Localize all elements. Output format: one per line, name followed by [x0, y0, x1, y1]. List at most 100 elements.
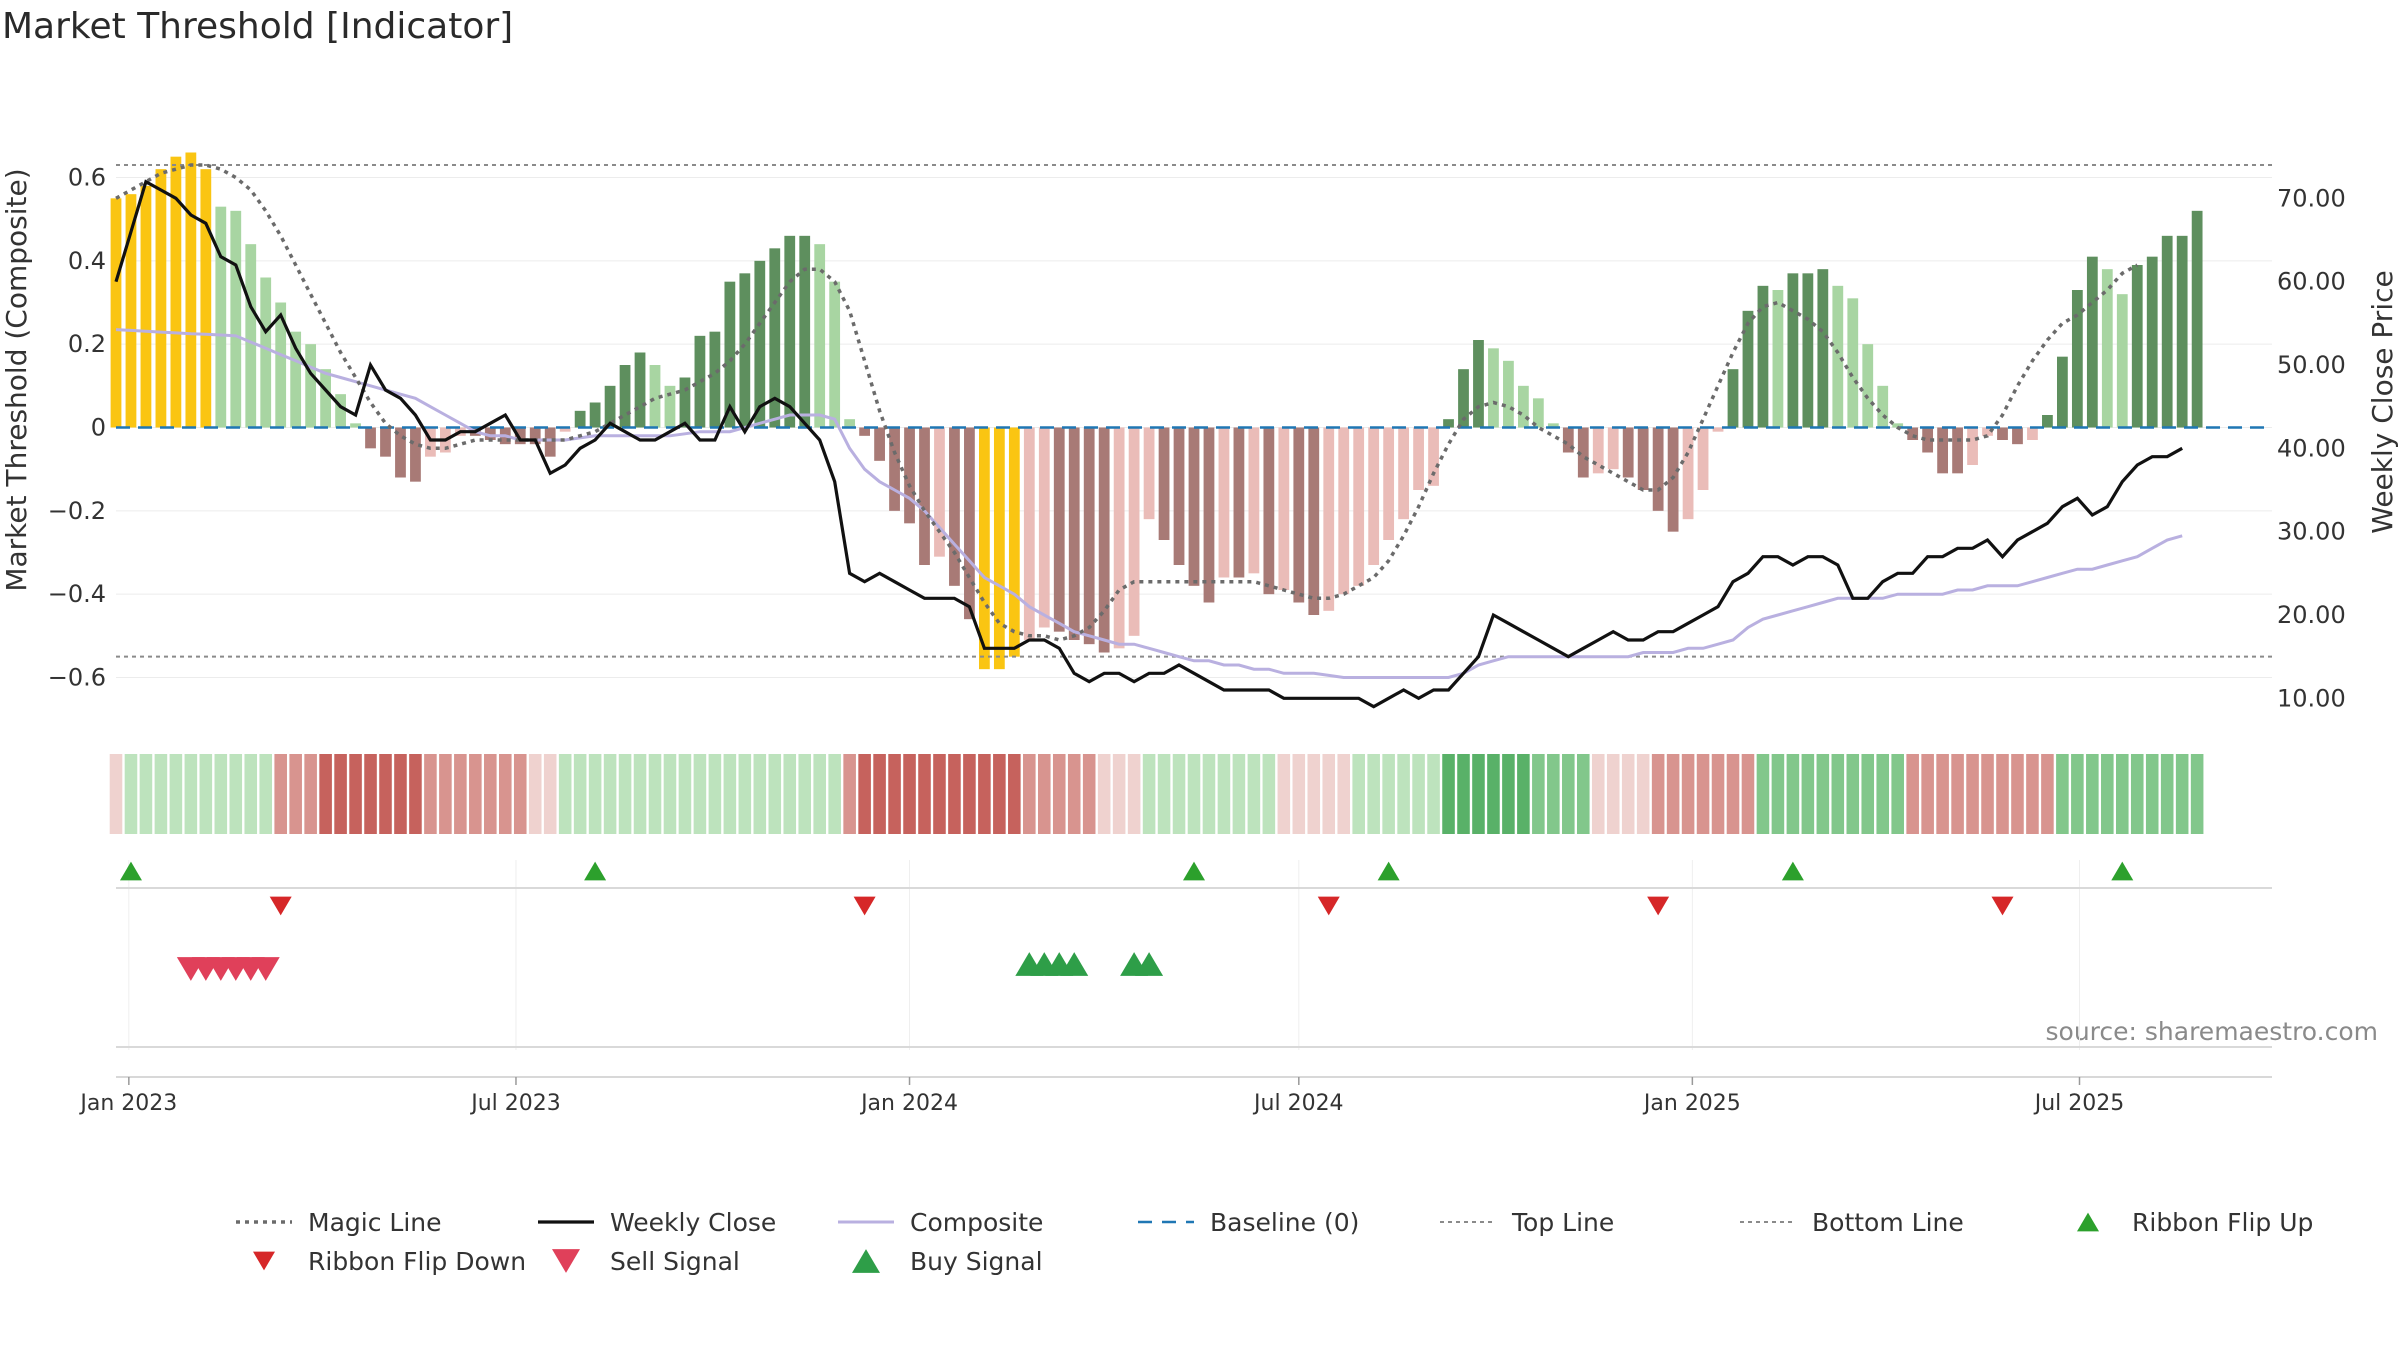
right-tick-label: 60.00 [2277, 268, 2346, 296]
ribbon-segment [1382, 754, 1395, 834]
ribbon-segment [933, 754, 946, 834]
ribbon-segment [633, 754, 647, 834]
composite-bar [529, 427, 541, 445]
left-tick-label: −0.4 [48, 580, 106, 608]
legend-label: Ribbon Flip Down [308, 1247, 526, 1276]
ribbon-segment [1651, 754, 1665, 834]
legend-label: Sell Signal [610, 1247, 740, 1276]
composite-bar [1577, 427, 1589, 478]
ribbon-segment [1442, 754, 1455, 834]
composite-bar [1113, 427, 1125, 649]
composite-bar [2056, 356, 2068, 428]
composite-bar [829, 281, 841, 428]
ribbon-segment [708, 754, 722, 834]
composite-bar [1907, 427, 1919, 440]
composite-bar [1233, 427, 1245, 578]
composite-bars [110, 152, 2203, 670]
x-tick-label: Jan 2025 [1642, 1091, 1741, 1116]
composite-bar [395, 427, 406, 478]
ribbon-segment [289, 754, 302, 834]
ribbon-segment [439, 754, 452, 834]
trend-ribbon [109, 754, 2204, 834]
ribbon-segment [349, 754, 362, 834]
composite-bar [2071, 290, 2083, 428]
ribbon-segment [783, 754, 797, 834]
left-tick-label: −0.2 [48, 497, 106, 525]
ribbon-segment [1532, 754, 1545, 834]
composite-bar [1458, 369, 1469, 428]
ribbon-segment [768, 754, 782, 834]
composite-bar [1473, 340, 1484, 428]
ribbon-segment [1502, 754, 1515, 834]
x-tick-label: Jul 2023 [469, 1091, 561, 1116]
ribbon-segment [199, 754, 213, 834]
ribbon-segment [948, 754, 961, 834]
composite-bar [514, 427, 526, 445]
composite-bar [2146, 256, 2158, 428]
ribbon-flip-down-marker [853, 896, 876, 916]
ribbon-segment [1052, 754, 1066, 834]
ribbon-segment [873, 754, 886, 834]
composite-bar [724, 281, 736, 428]
ribbon-segment [1666, 754, 1680, 834]
legend-swatch [552, 1249, 580, 1273]
ribbon-segment [1247, 754, 1261, 834]
left-tick-label: 0 [91, 414, 106, 442]
ribbon-segment [498, 754, 512, 834]
composite-bar [2191, 210, 2203, 428]
composite-bar [964, 427, 975, 620]
ribbon-segment [2086, 754, 2099, 834]
ribbon-segment [1547, 754, 1560, 834]
ribbon-segment [1711, 754, 1725, 834]
composite-bar [2012, 427, 2023, 445]
buy-signal-marker [1060, 952, 1089, 976]
composite-bar [694, 335, 706, 428]
composite-line [115, 328, 2183, 679]
ribbon-segment [1187, 754, 1201, 834]
ribbon-segment [993, 754, 1006, 834]
left-tick-label: −0.6 [48, 664, 106, 692]
composite-bar [574, 410, 586, 428]
ribbon-segment [588, 754, 602, 834]
composite-bar [589, 402, 601, 428]
ribbon-segment [723, 754, 737, 834]
ribbon-segment [543, 754, 557, 834]
ribbon-segment [1861, 754, 1875, 834]
ribbon-segment [558, 754, 572, 834]
ribbon-segment [1981, 754, 1994, 834]
composite-bar [1802, 273, 1814, 428]
legend-swatch [2077, 1212, 2099, 1232]
ribbon-segment [1367, 754, 1380, 834]
composite-bar [859, 427, 871, 436]
ribbon-segment [1756, 754, 1770, 834]
composite-bar [410, 427, 421, 482]
composite-bar [544, 427, 556, 457]
legend-label: Top Line [1511, 1208, 1614, 1237]
composite-bar [978, 427, 990, 670]
composite-bar [993, 427, 1005, 670]
ribbon-segment [424, 754, 437, 834]
composite-bar [290, 331, 302, 428]
legend-label: Ribbon Flip Up [2132, 1208, 2313, 1237]
composite-bar [2101, 269, 2113, 428]
composite-bar [1607, 427, 1619, 470]
composite-bar [1323, 427, 1335, 611]
composite-bar [1757, 285, 1769, 428]
ribbon-segment [1681, 754, 1695, 834]
composite-bar [1353, 427, 1365, 586]
composite-bar [425, 427, 436, 457]
ribbon-segment [1831, 754, 1845, 834]
composite-bar [1008, 427, 1020, 657]
right-axis-label: Weekly Close Price [2366, 270, 2399, 533]
ribbon-segment [1921, 754, 1934, 834]
composite-bar [140, 185, 152, 428]
composite-bar [1368, 427, 1380, 565]
ribbon-segment [2160, 754, 2174, 834]
composite-bar [904, 427, 915, 524]
legend-label: Bottom Line [1812, 1208, 1964, 1237]
ribbon-segment [229, 754, 243, 834]
x-tick-label: Jul 2025 [2033, 1091, 2125, 1116]
ribbon-segment [139, 754, 153, 834]
composite-bar [1622, 427, 1634, 478]
ribbon-segment [843, 754, 856, 834]
